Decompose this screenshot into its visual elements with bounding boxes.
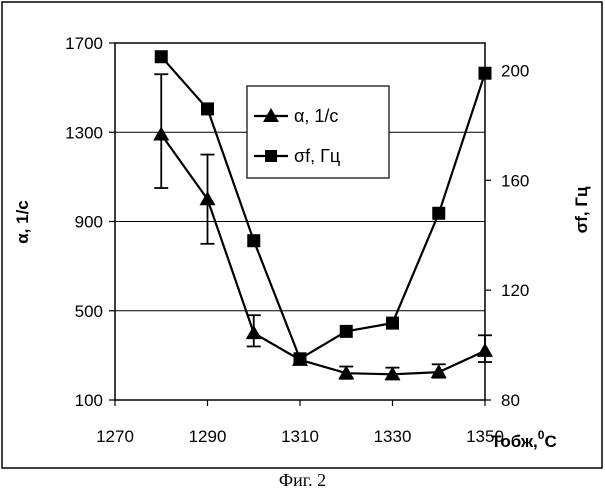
x-axis-label-text: Тобж, xyxy=(491,432,538,451)
legend-alpha-label: α, 1/с xyxy=(294,106,338,126)
alpha-point xyxy=(200,191,216,205)
sigma-point xyxy=(155,50,168,63)
x-axis-ticks: 12701290131013301350 xyxy=(96,400,504,446)
figure: 100 500 900 1300 1700 80 120 160 200 1270 1290 13… xyxy=(0,0,605,500)
sigma-point xyxy=(340,325,353,338)
sigma-point xyxy=(201,102,214,115)
y-tick-label: 900 xyxy=(75,213,103,232)
y-axis-ticks: 100 500 900 1300 1700 xyxy=(65,34,115,410)
x-tick-label: 1310 xyxy=(281,427,319,446)
y2-axis-ticks: 80 120 160 200 xyxy=(485,61,529,410)
legend-sigma-label: σf, Гц xyxy=(294,146,340,166)
chart: 100 500 900 1300 1700 80 120 160 200 1270 1290 13… xyxy=(0,0,605,470)
legend-sigma-marker xyxy=(265,150,277,162)
sigma-point xyxy=(294,352,307,365)
y-tick-label: 1700 xyxy=(65,34,103,53)
sigma-point xyxy=(247,234,260,247)
x-tick-label: 1290 xyxy=(189,427,227,446)
y-axis-label: α, 1/с xyxy=(13,200,32,244)
x-tick-label: 1270 xyxy=(96,427,134,446)
x-axis-label: Тобж,0C xyxy=(491,428,557,451)
y-tick-label: 500 xyxy=(75,302,103,321)
alpha-point xyxy=(246,325,262,339)
alpha-point xyxy=(153,126,169,140)
legend: α, 1/с σf, Гц xyxy=(247,86,389,178)
alpha-point xyxy=(431,364,447,378)
y-tick-label: 100 xyxy=(75,391,103,410)
y2-tick-label: 200 xyxy=(501,61,529,80)
alpha-point xyxy=(477,343,493,357)
x-axis-label-unit: C xyxy=(544,432,556,451)
sigma-point xyxy=(386,317,399,330)
sigma-point xyxy=(479,67,492,80)
y-tick-label: 1300 xyxy=(65,123,103,142)
y2-axis-label: σf, Гц xyxy=(572,186,591,233)
y2-tick-label: 120 xyxy=(501,281,529,300)
sigma-point xyxy=(432,207,445,220)
y2-tick-label: 80 xyxy=(501,391,520,410)
y2-tick-label: 160 xyxy=(501,171,529,190)
figure-caption: Фиг. 2 xyxy=(0,470,605,491)
x-tick-label: 1330 xyxy=(374,427,412,446)
